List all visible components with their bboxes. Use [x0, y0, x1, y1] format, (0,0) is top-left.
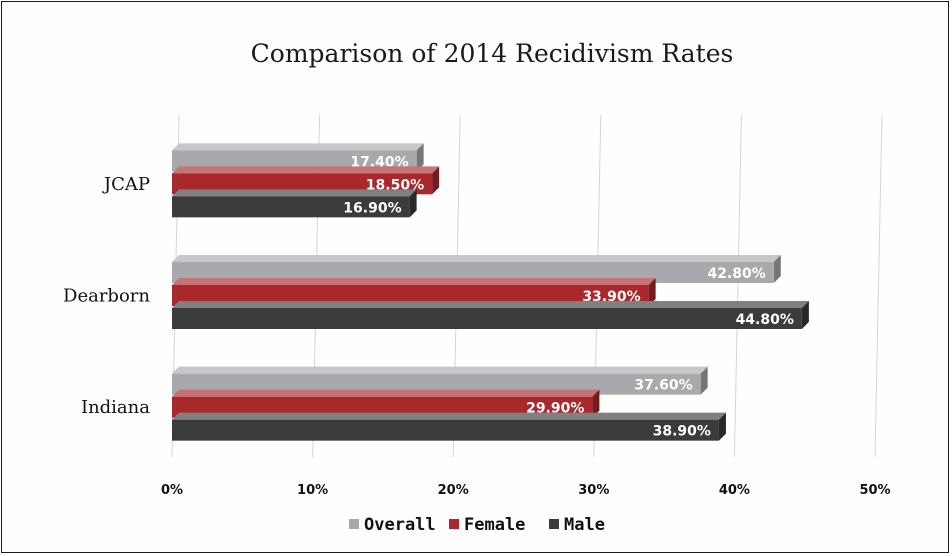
- bar-top-face: [172, 143, 424, 151]
- category-labels: JCAP Dearborn Indiana: [63, 174, 150, 418]
- x-tick-label: 10%: [297, 483, 328, 498]
- legend-label: Female: [464, 515, 525, 535]
- bar: [172, 285, 649, 306]
- bar: [172, 308, 802, 329]
- legend: Overall Female Male: [349, 515, 605, 535]
- bar: [172, 373, 701, 395]
- bar-end-face: [432, 166, 440, 195]
- bar-data-label: 16.90%: [343, 200, 401, 216]
- bar: [172, 396, 593, 418]
- bar-data-label: 37.60%: [634, 378, 692, 394]
- x-tick-label: 20%: [438, 483, 469, 498]
- bar-top-face: [172, 301, 809, 308]
- gridline: [733, 114, 742, 458]
- category-label: Dearborn: [63, 286, 150, 307]
- legend-swatch: [449, 519, 459, 529]
- category-label: Indiana: [81, 397, 150, 418]
- bar: [172, 196, 410, 218]
- bar-top-face: [172, 389, 600, 397]
- legend-label: Male: [564, 515, 605, 535]
- bar-top-face: [172, 189, 417, 197]
- bar-end-face: [700, 366, 708, 395]
- bar-top-face: [172, 255, 781, 262]
- bar: [172, 173, 433, 195]
- gridline: [874, 114, 883, 458]
- category-label: JCAP: [102, 174, 150, 195]
- bar-top-face: [172, 166, 440, 174]
- bar-end-face: [648, 278, 656, 306]
- axis-tick-labels: 0% 10% 20% 30% 40% 50%: [161, 483, 891, 498]
- bar: [172, 262, 774, 283]
- bar-end-face: [801, 301, 809, 329]
- bar-end-face: [592, 389, 600, 418]
- bar-top-face: [172, 278, 656, 285]
- bar-end-face: [718, 412, 726, 441]
- bar: [172, 419, 719, 441]
- x-tick-label: 50%: [859, 483, 890, 498]
- bar-top-face: [172, 412, 726, 420]
- x-tick-label: 40%: [719, 483, 750, 498]
- bar-end-face: [416, 143, 424, 172]
- chart-title: Comparison of 2014 Recidivism Rates: [251, 39, 734, 68]
- bar-end-face: [409, 189, 417, 218]
- x-tick-label: 0%: [161, 483, 183, 498]
- bar: [172, 150, 417, 172]
- bar-data-label: 44.80%: [736, 312, 794, 328]
- legend-swatch: [349, 519, 359, 529]
- bars: 17.40%18.50%16.90%42.80%33.90%44.80%37.6…: [172, 143, 809, 441]
- bar-end-face: [773, 255, 781, 283]
- bar-top-face: [172, 366, 708, 374]
- legend-swatch: [549, 519, 559, 529]
- bar-data-label: 42.80%: [707, 266, 765, 282]
- bar-data-label: 38.90%: [653, 424, 711, 440]
- x-tick-label: 30%: [578, 483, 609, 498]
- legend-label: Overall: [364, 515, 436, 535]
